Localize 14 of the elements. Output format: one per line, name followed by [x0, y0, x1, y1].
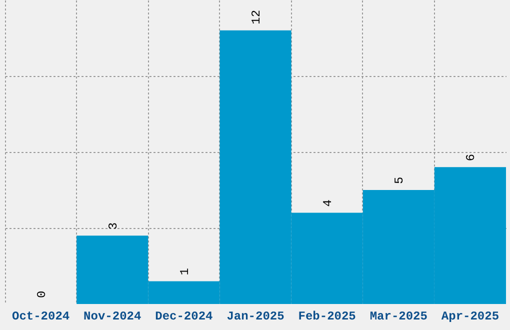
data-label: 6 [464, 154, 478, 162]
x-tick-label: Nov-2024 [84, 310, 142, 324]
data-label: 12 [250, 10, 264, 24]
data-label: 0 [34, 290, 49, 298]
x-tick-label: Oct-2024 [12, 310, 70, 324]
x-tick-label: Jan-2025 [226, 310, 284, 324]
data-label: 3 [106, 222, 120, 230]
data-label: 5 [392, 176, 407, 184]
data-label: 1 [178, 268, 192, 276]
x-tick-label: Dec-2024 [155, 310, 213, 324]
x-tick-label: Feb-2025 [298, 310, 356, 324]
x-tick-label: Mar-2025 [370, 310, 428, 324]
x-tick-label: Apr-2025 [441, 310, 500, 324]
data-label: 4 [321, 200, 336, 207]
